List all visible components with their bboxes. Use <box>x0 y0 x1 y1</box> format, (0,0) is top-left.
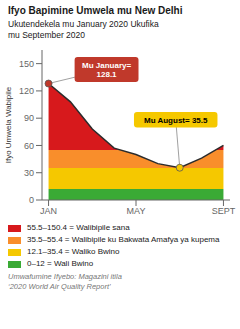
html-text:‘2020 World Air Quality Report: ‘2020 World Air Quality Report’ <box>8 281 111 291</box>
svg-text:SEPT: SEPT <box>212 206 236 216</box>
html-text:0–12 = Wali Bwino: 0–12 = Wali Bwino <box>27 259 94 268</box>
svg-text:150: 150 <box>19 59 34 69</box>
svg-text:0: 0 <box>29 195 34 205</box>
svg-text:Mu August= 35.5: Mu August= 35.5 <box>144 115 208 124</box>
svg-text:120: 120 <box>19 86 34 96</box>
html-text:Umwafumine Ifyebo: Magazini it: Umwafumine Ifyebo: Magazini itila <box>8 272 122 281</box>
svg-text:MAY: MAY <box>127 206 146 216</box>
html-text:Ifyo Bapimine Umwela mu New De: Ifyo Bapimine Umwela mu New Delhi <box>8 5 183 16</box>
svg-text:30: 30 <box>24 168 34 178</box>
svg-text:Ifyo Umwela Wabipile: Ifyo Umwela Wabipile <box>4 86 13 163</box>
svg-text:JAN: JAN <box>40 206 57 216</box>
html-text:55.5–150.4 = Walibipile sana: 55.5–150.4 = Walibipile sana <box>27 223 130 232</box>
html-text:35.5–55.4 = Walibipile ku Bakw: 35.5–55.4 = Walibipile ku Bakwata Amafya… <box>27 235 220 244</box>
svg-text:90: 90 <box>24 113 34 123</box>
html-text:Ukutendekela mu January 2020 U: Ukutendekela mu January 2020 Ukufika mu … <box>8 19 159 40</box>
svg-text:60: 60 <box>24 141 34 151</box>
svg-text:Mu January=128.1: Mu January=128.1 <box>82 60 131 79</box>
html-text:12.1–35.4 = Waliko Bwino: 12.1–35.4 = Waliko Bwino <box>27 247 120 256</box>
